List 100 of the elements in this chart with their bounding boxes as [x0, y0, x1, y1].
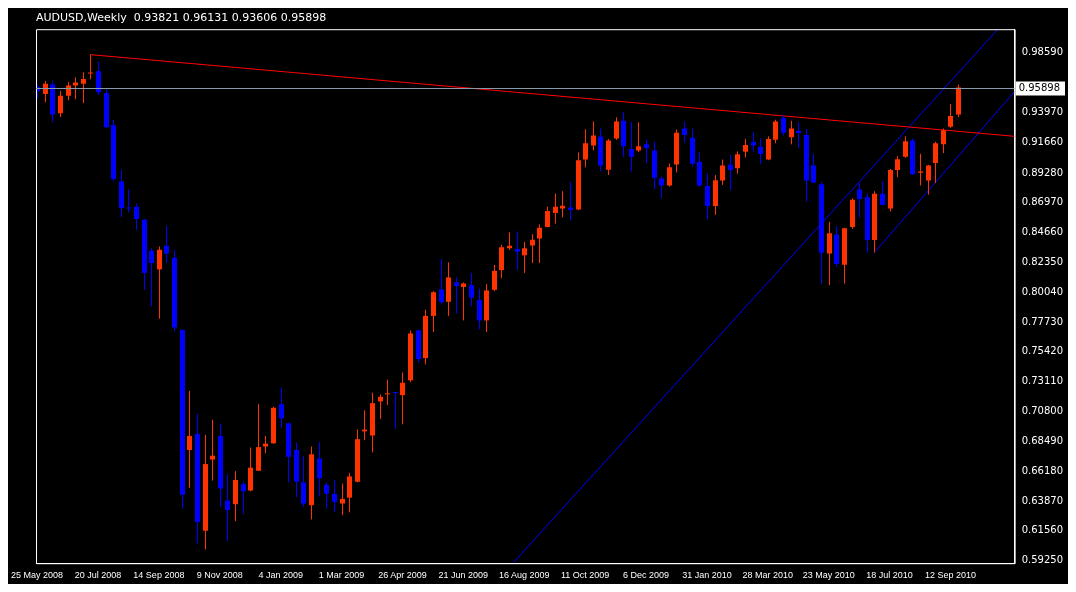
candlestick — [751, 131, 756, 152]
candlestick — [537, 223, 542, 264]
x-tick-label: 14 Sep 2008 — [133, 570, 185, 581]
x-tick-label: 18 Jul 2010 — [866, 570, 913, 581]
y-tick-label: 0.66180 — [1021, 464, 1064, 476]
candlestick — [682, 120, 687, 144]
x-tick-label: 12 Sep 2010 — [924, 570, 977, 581]
candlestick — [73, 76, 78, 100]
candlestick — [667, 163, 672, 188]
candlestick — [149, 247, 154, 307]
candlestick — [583, 128, 588, 168]
x-tick-label: 26 Apr 2009 — [378, 570, 427, 581]
y-tick-label: 0.70800 — [1021, 405, 1064, 417]
candlestick — [941, 128, 946, 154]
y-tick-label: 0.73110 — [1021, 375, 1064, 387]
candlestick — [241, 481, 246, 515]
candlestick — [827, 221, 832, 286]
candlestick — [96, 61, 101, 96]
candlestick — [134, 203, 139, 231]
candlestick — [431, 290, 436, 333]
candlestick — [81, 71, 86, 104]
candlestick — [477, 288, 482, 330]
candlestick — [400, 372, 405, 425]
candlestick — [918, 153, 923, 187]
candlestick — [126, 188, 131, 213]
y-tick-label: 0.86970 — [1021, 196, 1064, 208]
y-tick-label: 0.75420 — [1021, 345, 1064, 357]
candlestick — [591, 120, 596, 151]
y-tick-label: 0.82350 — [1021, 256, 1064, 268]
candlestick — [926, 164, 931, 196]
candlestick — [811, 153, 816, 184]
candlestick — [187, 390, 192, 489]
candlestick — [553, 193, 558, 225]
ref-line-label: 0.95898 — [1018, 82, 1061, 94]
candlestick — [301, 455, 306, 508]
candlestick — [461, 281, 466, 321]
candlestick — [789, 120, 794, 145]
y-tick-label: 0.84660 — [1021, 226, 1064, 238]
y-tick-label: 0.68490 — [1021, 434, 1064, 446]
candlestick — [225, 473, 230, 542]
candlestick — [697, 151, 702, 188]
y-tick-label: 0.89280 — [1021, 166, 1064, 178]
candlestick — [781, 114, 786, 137]
candlestick — [317, 441, 322, 497]
chart-title: AUDUSD,Weekly 0.93821 0.96131 0.93606 0.95898 — [36, 11, 327, 25]
candlestick — [164, 225, 169, 264]
x-tick-label: 23 May 2010 — [802, 570, 855, 581]
y-tick-label: 0.91660 — [1021, 135, 1064, 147]
candlestick — [948, 103, 953, 129]
x-tick-label: 11 Oct 2009 — [560, 570, 610, 581]
candlestick — [629, 121, 634, 172]
candlestick — [454, 276, 459, 314]
y-tick-label: 0.77730 — [1021, 315, 1064, 327]
candlestick — [758, 137, 763, 165]
candlestick — [347, 472, 352, 513]
y-tick-label: 0.59250 — [1021, 554, 1064, 566]
candlestick — [933, 141, 938, 184]
candlestick — [644, 139, 649, 164]
y-tick-label: 0.61560 — [1021, 524, 1064, 536]
candlestick — [324, 481, 329, 510]
candlestick — [773, 119, 778, 144]
x-tick-label: 6 Dec 2009 — [623, 570, 670, 581]
x-tick-label: 4 Jan 2009 — [258, 570, 303, 581]
y-tick-label: 0.93970 — [1021, 106, 1064, 118]
x-tick-label: 21 Jun 2009 — [438, 570, 489, 581]
candlestick — [728, 154, 733, 191]
candlestick — [522, 241, 527, 274]
candlestick — [735, 150, 740, 175]
candlestick — [340, 483, 345, 516]
candlestick — [499, 244, 504, 279]
candlestick — [469, 272, 474, 307]
candlestick — [439, 258, 444, 306]
candlestick — [248, 447, 253, 492]
candlestick — [88, 54, 93, 80]
candlestick — [720, 159, 725, 186]
candlestick — [895, 155, 900, 178]
candlestick — [279, 386, 284, 429]
x-tick-label: 28 Mar 2010 — [742, 570, 794, 581]
candlestick — [385, 379, 390, 406]
candlestick — [743, 138, 748, 158]
x-tick-label: 9 Nov 2008 — [196, 570, 243, 581]
candlestick — [857, 182, 862, 219]
candlestick — [210, 419, 215, 482]
x-tick-label: 1 Mar 2009 — [318, 570, 365, 581]
candlestick — [659, 176, 664, 199]
candlestick — [58, 90, 63, 118]
candlestick — [636, 121, 641, 153]
x-tick-label: 20 Jul 2008 — [74, 570, 122, 581]
y-tick-label: 0.63870 — [1021, 494, 1064, 506]
candlestick — [614, 116, 619, 141]
candlestick — [515, 230, 520, 271]
y-tick-label: 0.80040 — [1021, 285, 1064, 297]
candlestick — [157, 245, 162, 320]
candlestick — [332, 479, 337, 513]
candlestick — [256, 403, 261, 472]
x-tick-label: 25 May 2008 — [11, 570, 64, 581]
candlestick — [492, 264, 497, 292]
y-tick-label: 0.98590 — [1021, 46, 1064, 58]
candlestick — [903, 135, 908, 159]
candlestick — [568, 181, 573, 221]
